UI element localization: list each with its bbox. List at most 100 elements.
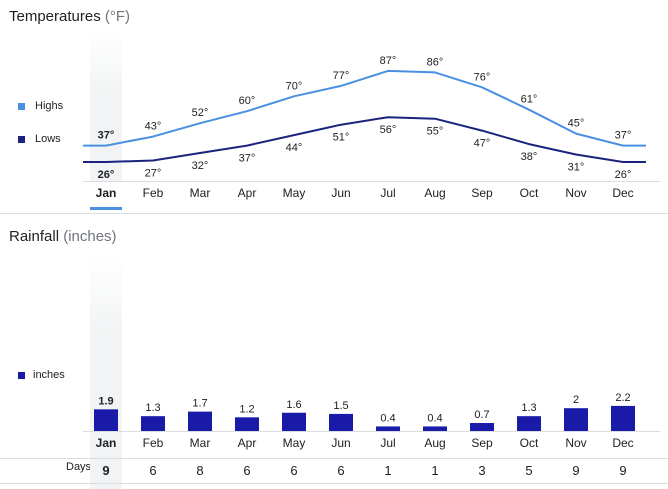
highs-data-label: 61° [521, 94, 538, 106]
month-tick-label-sep[interactable]: Sep [471, 186, 493, 200]
rainfall-bar[interactable] [282, 412, 306, 431]
legend-highs-swatch [18, 102, 25, 110]
rainfall-title-text: Rainfall [9, 228, 60, 245]
rainfall-month-tick-label-feb[interactable]: Feb [143, 436, 164, 450]
legend-inches-label: inches [33, 369, 65, 381]
rainfall-data-label: 0.4 [427, 412, 442, 424]
rain-days-value: 6 [149, 463, 156, 478]
days-label: Days [66, 461, 92, 473]
highs-data-label: 86° [427, 56, 444, 68]
rainfall-unit: (inches) [63, 228, 117, 245]
rainfall-chart: 1.9 1.3 1.7 1.2 1.6 1.5 0.4 0.4 0.7 1.3 2 2.2 Jan Feb… [0, 255, 668, 489]
legend-inches: inches [18, 369, 65, 381]
rainfall-data-label: 1.6 [286, 399, 301, 411]
rainfall-month-tick-label-apr[interactable]: Apr [238, 436, 257, 450]
rainfall-month-tick-label-sep[interactable]: Sep [471, 436, 493, 450]
highs-data-label: 60° [239, 95, 256, 107]
highs-data-label: 45° [568, 118, 585, 130]
rainfall-title: Rainfall (inches) [9, 228, 117, 245]
rain-days-value: 8 [196, 463, 203, 478]
month-tick-label-mar[interactable]: Mar [190, 186, 211, 200]
rainfall-bar[interactable] [235, 417, 259, 431]
month-tick-label-nov[interactable]: Nov [565, 186, 586, 200]
rain-days-value: 9 [102, 463, 109, 478]
lows-data-label: 37° [239, 153, 256, 165]
rainfall-bar[interactable] [376, 426, 400, 431]
rainfall-bar[interactable] [564, 408, 588, 431]
rainfall-month-tick-label-jan[interactable]: Jan [96, 436, 117, 450]
lows-data-label: 44° [286, 142, 303, 154]
rain-days-value: 9 [619, 463, 626, 478]
highs-data-label: 37° [615, 130, 632, 142]
rain-days-value: 3 [478, 463, 485, 478]
lows-data-label: 55° [427, 126, 444, 138]
rainfall-month-tick-label-oct[interactable]: Oct [520, 436, 539, 450]
lows-data-label: 32° [192, 160, 209, 172]
month-tick-label-oct[interactable]: Oct [520, 186, 539, 200]
rainfall-bar[interactable] [188, 411, 212, 431]
rain-days-value: 1 [384, 463, 391, 478]
highs-series-line [83, 69, 646, 147]
legend-lows-swatch [18, 135, 25, 143]
rainfall-data-label: 1.2 [239, 403, 254, 415]
legend-inches-swatch [18, 371, 25, 379]
rain-days-value: 9 [572, 463, 579, 478]
temperature-chart: 37° 43° 52° 60° 70° 77° 87° 86° 76° 61° 45° 37° 26° 2… [0, 30, 668, 214]
month-tick-label-aug[interactable]: Aug [424, 186, 445, 200]
rainfall-bar[interactable] [94, 409, 118, 431]
rainfall-data-label: 1.7 [192, 398, 207, 410]
rain-days-value: 5 [525, 463, 532, 478]
rainfall-data-label: 1.5 [333, 400, 348, 412]
rain-days-value: 1 [431, 463, 438, 478]
month-tick-label-apr[interactable]: Apr [238, 186, 257, 200]
month-tick-label-dec[interactable]: Dec [612, 186, 633, 200]
lows-data-label: 38° [521, 151, 538, 163]
month-tick-label-jun[interactable]: Jun [331, 186, 350, 200]
rainfall-bar[interactable] [517, 416, 541, 431]
rainfall-data-label: 0.4 [380, 412, 395, 424]
highs-data-label: 43° [145, 121, 162, 133]
legend-lows: Lows [18, 133, 61, 145]
highs-data-label: 52° [192, 107, 209, 119]
highs-data-label: 70° [286, 80, 303, 92]
lows-data-label: 26° [98, 169, 115, 181]
rain-days-value: 6 [337, 463, 344, 478]
temperatures-title-text: Temperatures [9, 8, 101, 25]
rainfall-month-tick-label-nov[interactable]: Nov [565, 436, 586, 450]
month-tick-label-jan[interactable]: Jan [96, 186, 117, 200]
highs-data-label: 37° [98, 130, 115, 142]
highs-data-label: 87° [380, 55, 397, 67]
rain-days-value: 6 [243, 463, 250, 478]
rainfall-bar[interactable] [141, 416, 165, 431]
selected-month-column [90, 255, 122, 489]
rainfall-bar[interactable] [329, 413, 353, 431]
rainfall-data-label: 1.9 [98, 395, 113, 407]
month-tick-label-feb[interactable]: Feb [143, 186, 164, 200]
rainfall-bar[interactable] [470, 423, 494, 431]
rainfall-data-label: 2.2 [615, 392, 630, 404]
lows-data-label: 47° [474, 138, 491, 150]
rainfall-month-tick-label-mar[interactable]: Mar [190, 436, 211, 450]
lows-data-label: 26° [615, 169, 632, 181]
selected-month-column [90, 30, 122, 181]
rainfall-bar[interactable] [423, 426, 447, 431]
temperatures-unit: (°F) [104, 8, 131, 25]
rainfall-month-tick-label-jun[interactable]: Jun [331, 436, 350, 450]
selected-month-indicator[interactable] [90, 207, 122, 210]
lows-series-line [83, 116, 646, 163]
rainfall-data-label: 2 [573, 394, 579, 406]
lows-data-label: 31° [568, 162, 585, 174]
rainfall-month-tick-label-aug[interactable]: Aug [424, 436, 445, 450]
month-tick-label-may[interactable]: May [283, 186, 306, 200]
highs-data-label: 76° [474, 71, 491, 83]
rainfall-data-label: 1.3 [145, 402, 160, 414]
rainfall-month-tick-label-dec[interactable]: Dec [612, 436, 633, 450]
temperatures-title: Temperatures (°F) [9, 8, 130, 25]
rainfall-bar[interactable] [611, 405, 635, 431]
month-tick-label-jul[interactable]: Jul [380, 186, 395, 200]
rain-days-value: 6 [290, 463, 297, 478]
lows-data-label: 56° [380, 124, 397, 136]
legend-highs-label: Highs [35, 100, 64, 112]
rainfall-month-tick-label-jul[interactable]: Jul [380, 436, 395, 450]
rainfall-month-tick-label-may[interactable]: May [283, 436, 306, 450]
